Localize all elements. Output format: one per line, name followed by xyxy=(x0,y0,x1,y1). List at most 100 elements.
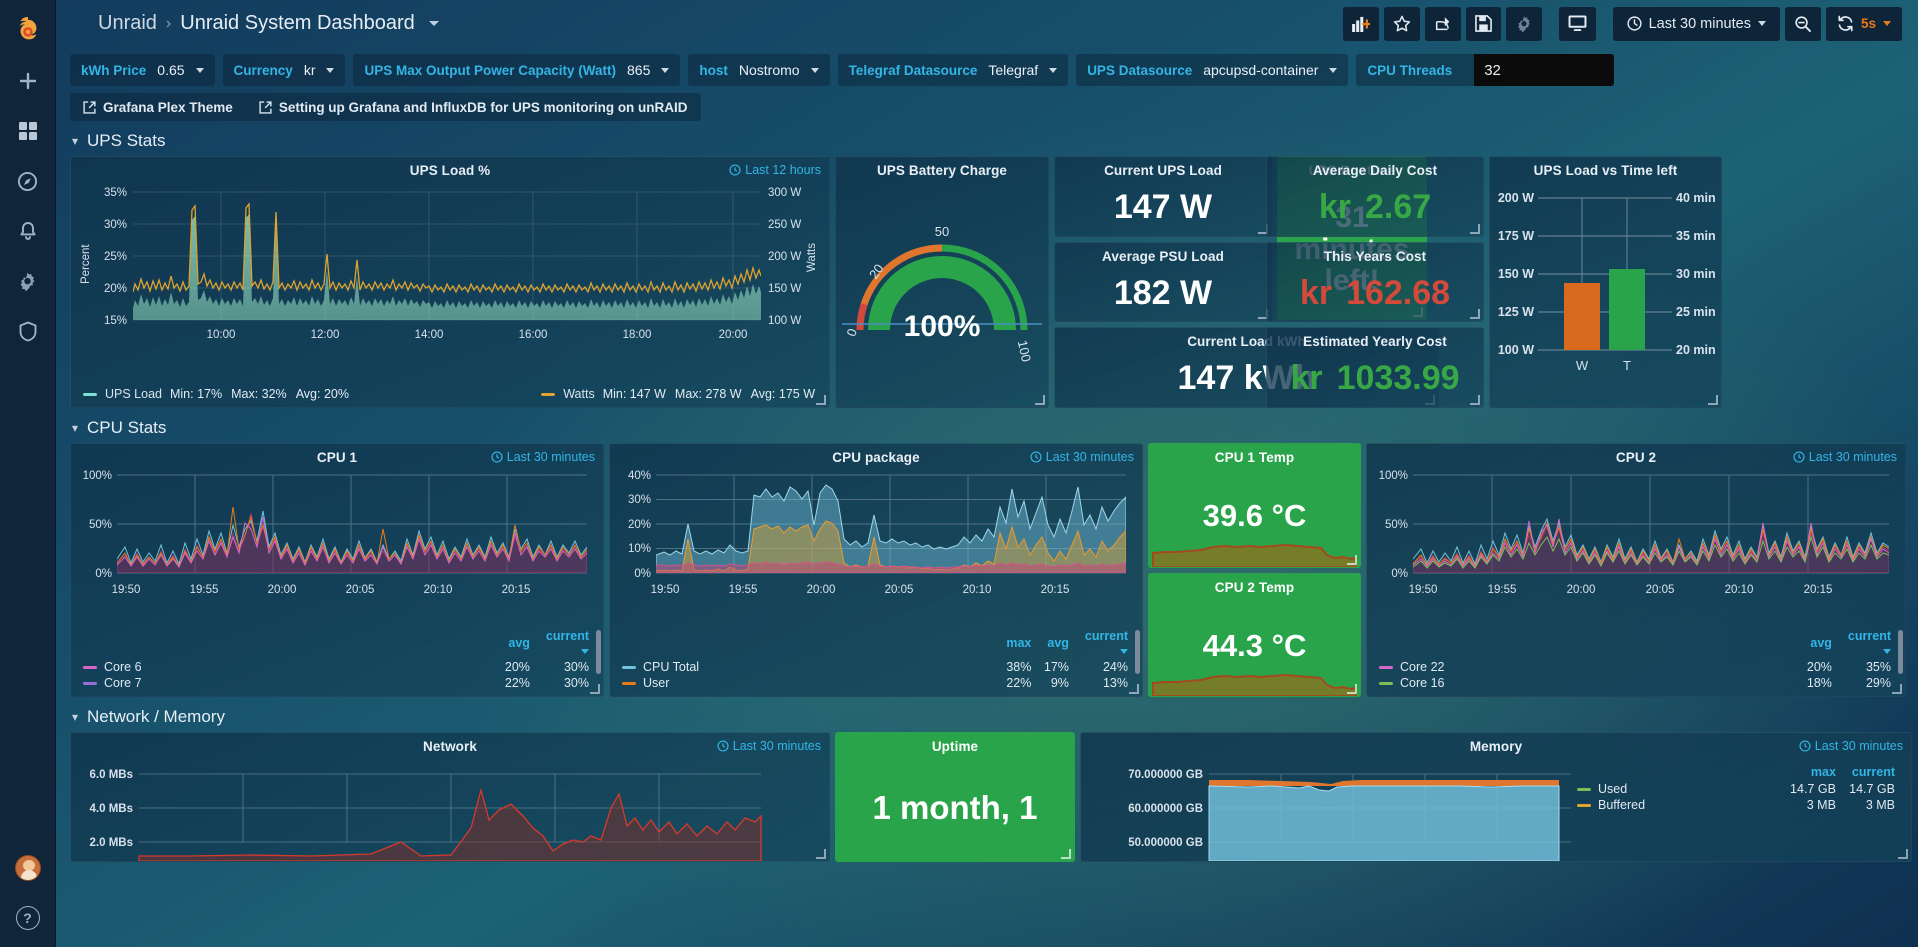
variable-telegraf-datasource[interactable]: Telegraf Datasource Telegraf xyxy=(837,54,1069,86)
panel-resize-handle[interactable] xyxy=(816,395,827,406)
legend-column-current[interactable]: current xyxy=(1851,765,1895,779)
legend-value-avg: 22% xyxy=(504,676,530,690)
panel-average-daily-cost[interactable]: Average Daily Cost kr 2.67 xyxy=(1266,156,1484,237)
dashboard-settings-button[interactable] xyxy=(1505,6,1542,41)
panel-resize-handle[interactable] xyxy=(1708,395,1719,406)
sidebar-item-configuration[interactable] xyxy=(0,256,56,306)
panel-resize-handle[interactable] xyxy=(1470,309,1481,320)
legend-column-current[interactable]: current xyxy=(1838,628,1897,659)
legend-series-name: Core 7 xyxy=(104,676,142,690)
svg-text:19:55: 19:55 xyxy=(1488,584,1517,596)
legend-scrollbar[interactable] xyxy=(596,630,601,674)
legend-column-avg[interactable]: avg xyxy=(1047,636,1069,650)
help-icon[interactable]: ? xyxy=(0,897,56,947)
panel-current-ups-load[interactable]: Current UPS Load 147 W xyxy=(1054,156,1272,237)
legend-column-max[interactable]: max xyxy=(1006,636,1032,650)
tv-mode-button[interactable] xyxy=(1558,6,1596,41)
variable-currency[interactable]: Currency kr xyxy=(222,54,346,86)
panel-resize-handle[interactable] xyxy=(1061,849,1072,860)
dashboard-link-grafana-plex-theme[interactable]: Grafana Plex Theme xyxy=(70,100,246,115)
legend-row[interactable]: User 22% 9% 13% xyxy=(620,675,1134,691)
panel-title: CPU 1 Temp xyxy=(1214,450,1295,465)
panel-estimated-yearly-cost[interactable]: Estimated Yearly Cost kr 1033.99 xyxy=(1266,327,1484,409)
variable-kwh-price[interactable]: kWh Price 0.65 xyxy=(70,54,215,86)
panel-cpu2-temp[interactable]: CPU 2 Temp 44.3 °C xyxy=(1148,572,1361,697)
sidebar-item-dashboards[interactable] xyxy=(0,106,56,156)
dashboard-grid-icon[interactable] xyxy=(70,14,89,33)
variable-ups-datasource[interactable]: UPS Datasource apcupsd-container xyxy=(1076,54,1349,86)
refresh-picker[interactable]: 5s xyxy=(1825,6,1902,41)
cpu-temp-column: CPU 1 Temp 39.6 °C CPU 2 Temp 44.3 °C xyxy=(1148,443,1361,697)
legend-column-max[interactable]: max xyxy=(1810,765,1836,779)
legend-row[interactable]: Core 7 22% 30% xyxy=(81,675,595,691)
panel-network[interactable]: Network Last 30 minutes 6.0 MBs 4.0 MBs 2.… xyxy=(70,732,830,862)
legend-item-ups-load[interactable]: UPS Load Min: 17% Max: 32% Avg: 20% xyxy=(83,387,349,401)
legend-row[interactable]: Core 16 18% 29% xyxy=(1377,675,1897,691)
panel-resize-handle[interactable] xyxy=(1892,684,1903,695)
clock-icon xyxy=(1799,740,1811,752)
legend-item-watts[interactable]: Watts Min: 147 W Max: 278 W Avg: 175 W xyxy=(541,387,815,401)
panel-cpu2[interactable]: CPU 2 Last 30 minutes 100% 50% 0% xyxy=(1366,443,1906,697)
stat-value: 147 W xyxy=(1113,187,1213,226)
panel-resize-handle[interactable] xyxy=(1470,395,1481,406)
zoom-out-button[interactable] xyxy=(1784,6,1821,41)
variable-host[interactable]: host Nostromo xyxy=(688,54,830,86)
panel-ups-load[interactable]: UPS Load % Last 12 hours xyxy=(70,156,830,408)
legend-column-current[interactable]: current xyxy=(1075,628,1134,659)
panel-resize-handle[interactable] xyxy=(1035,395,1046,406)
chevron-down-icon xyxy=(326,67,335,73)
mark-favorite-button[interactable] xyxy=(1383,6,1420,41)
panel-cpu-package[interactable]: CPU package Last 30 minutes xyxy=(609,443,1143,697)
clock-icon xyxy=(491,451,503,463)
share-dashboard-button[interactable] xyxy=(1424,6,1461,41)
panel-uptime[interactable]: Uptime 1 month, 1 xyxy=(835,732,1075,862)
panel-resize-handle[interactable] xyxy=(1347,554,1358,566)
grafana-logo-icon[interactable] xyxy=(0,4,56,56)
legend-column-current[interactable]: current xyxy=(536,628,595,659)
panel-resize-handle[interactable] xyxy=(816,849,827,860)
sidebar-item-alerting[interactable] xyxy=(0,206,56,256)
panel-resize-handle[interactable] xyxy=(1898,849,1909,860)
legend-column-avg[interactable]: avg xyxy=(508,636,530,650)
cpu-threads-input[interactable] xyxy=(1474,54,1615,86)
avatar[interactable] xyxy=(0,847,56,897)
panel-memory[interactable]: Memory Last 30 minutes 70.000000 GB 60.00… xyxy=(1080,732,1912,862)
panel-cpu1-temp[interactable]: CPU 1 Temp 39.6 °C xyxy=(1148,443,1361,568)
variable-ups-max-output-power-capacity[interactable]: UPS Max Output Power Capacity (Watt) 865 xyxy=(353,54,681,86)
row-header-ups-stats[interactable]: ▾ UPS Stats xyxy=(56,121,1918,156)
save-dashboard-button[interactable] xyxy=(1465,6,1501,41)
chevron-down-icon[interactable] xyxy=(428,21,439,26)
breadcrumb-folder[interactable]: Unraid xyxy=(98,12,157,34)
legend-scrollbar[interactable] xyxy=(1898,630,1903,674)
dashboard-link-ups-monitoring-guide[interactable]: Setting up Grafana and InfluxDB for UPS … xyxy=(246,100,701,115)
svg-text:30 min: 30 min xyxy=(1676,267,1716,281)
variable-cpu-threads[interactable]: CPU Threads xyxy=(1356,54,1615,86)
time-range-picker[interactable]: Last 30 minutes xyxy=(1612,6,1780,41)
panel-resize-handle[interactable] xyxy=(1470,223,1481,235)
panel-resize-handle[interactable] xyxy=(590,684,601,695)
panel-resize-handle[interactable] xyxy=(1347,684,1358,695)
sidebar-item-server-admin[interactable] xyxy=(0,306,56,356)
row-header-cpu-stats[interactable]: ▾ CPU Stats xyxy=(56,408,1918,443)
legend-table: avg current Core 6 20% 30% Core 7 22% 30… xyxy=(81,628,595,691)
panel-cpu1[interactable]: CPU 1 Last 30 minutes 100% 50% 0% xyxy=(70,443,604,697)
panel-resize-handle[interactable] xyxy=(1129,684,1140,695)
legend-row[interactable]: Buffered 3 MB 3 MB xyxy=(1575,797,1901,813)
legend-column-avg[interactable]: avg xyxy=(1810,636,1832,650)
panel-ups-load-vs-time-left[interactable]: UPS Load vs Time left 200 W 175 W 150 W 12… xyxy=(1489,156,1722,408)
panel-this-years-cost[interactable]: This Years Cost kr 162.68 xyxy=(1266,241,1484,323)
legend-scrollbar[interactable] xyxy=(1135,630,1140,674)
page-title[interactable]: Unraid System Dashboard xyxy=(180,12,415,34)
legend-row[interactable]: Core 22 20% 35% xyxy=(1377,659,1897,675)
sidebar-item-explore[interactable] xyxy=(0,156,56,206)
panel-ups-battery-charge[interactable]: UPS Battery Charge 0 20 50 100 xyxy=(835,156,1049,408)
sidebar-item-create[interactable] xyxy=(0,56,56,106)
row-header-network-memory[interactable]: ▾ Network / Memory xyxy=(56,697,1918,732)
legend-row[interactable]: CPU Total 38% 17% 24% xyxy=(620,659,1134,675)
add-panel-button[interactable] xyxy=(1342,6,1379,41)
legend-row[interactable]: Core 6 20% 30% xyxy=(81,659,595,675)
legend-header-row: max current xyxy=(1575,764,1901,781)
variable-value: apcupsd-container xyxy=(1203,62,1319,78)
legend-row[interactable]: Used 14.7 GB 14.7 GB xyxy=(1575,781,1901,797)
panel-average-psu-load[interactable]: Average PSU Load 182 W xyxy=(1054,241,1272,323)
